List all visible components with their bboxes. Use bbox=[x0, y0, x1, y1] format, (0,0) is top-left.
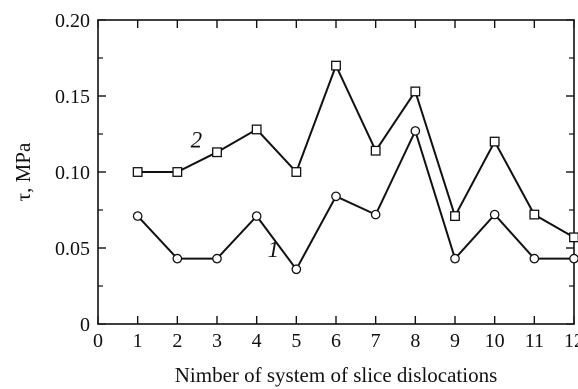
data-point bbox=[529, 209, 540, 220]
x-tick-label: 6 bbox=[331, 330, 341, 352]
data-point bbox=[529, 253, 540, 264]
data-point bbox=[370, 209, 381, 220]
x-axis-ticks: 0123456789101112 bbox=[93, 20, 578, 352]
y-axis-title: τ, MPa bbox=[11, 142, 35, 201]
x-tick-label: 0 bbox=[93, 330, 103, 352]
x-tick-label: 4 bbox=[252, 330, 262, 352]
series-line bbox=[137, 63, 575, 239]
data-point bbox=[132, 167, 143, 177]
data-point bbox=[489, 136, 500, 147]
data-point bbox=[410, 86, 421, 97]
data-point bbox=[450, 211, 460, 222]
data-point bbox=[251, 124, 262, 135]
x-tick-label: 8 bbox=[410, 330, 420, 352]
series-layer: 12 bbox=[132, 60, 578, 275]
x-tick-label: 10 bbox=[485, 330, 505, 352]
data-point bbox=[172, 167, 183, 177]
data-point bbox=[370, 145, 381, 156]
y-tick-label: 0.15 bbox=[55, 86, 90, 108]
series-label: 1 bbox=[268, 237, 280, 262]
data-point bbox=[410, 126, 421, 136]
x-tick-label: 11 bbox=[525, 330, 544, 352]
data-point bbox=[569, 232, 578, 243]
x-tick-label: 7 bbox=[371, 330, 381, 352]
data-point bbox=[489, 209, 500, 220]
data-point bbox=[291, 264, 302, 275]
data-point bbox=[251, 211, 262, 221]
data-point bbox=[450, 253, 460, 264]
data-point bbox=[172, 253, 183, 264]
data-point bbox=[291, 167, 302, 177]
data-point bbox=[569, 253, 578, 264]
x-tick-label: 3 bbox=[212, 330, 222, 352]
y-tick-label: 0.20 bbox=[55, 10, 90, 32]
x-tick-label: 2 bbox=[172, 330, 182, 352]
data-point bbox=[212, 253, 222, 264]
series-2: 2 bbox=[132, 60, 578, 243]
y-axis-ticks: 0 0.05 0.10 0.15 0.20 bbox=[55, 10, 574, 336]
series-label: 2 bbox=[191, 128, 203, 153]
y-tick-label: 0.10 bbox=[55, 162, 90, 184]
y-tick-label: 0.05 bbox=[55, 238, 90, 260]
series-line bbox=[136, 128, 574, 272]
data-point bbox=[212, 147, 222, 158]
x-tick-label: 12 bbox=[564, 330, 578, 352]
series-1: 1 bbox=[132, 126, 578, 275]
x-tick-label: 1 bbox=[133, 330, 143, 352]
y-tick-label: 0 bbox=[80, 314, 90, 336]
x-axis-title: Nimber of system of slice dislocations bbox=[175, 363, 498, 387]
data-point bbox=[132, 211, 143, 221]
data-point bbox=[331, 60, 341, 71]
x-tick-label: 5 bbox=[291, 330, 301, 352]
x-tick-label: 9 bbox=[450, 330, 460, 352]
data-point bbox=[331, 191, 341, 202]
